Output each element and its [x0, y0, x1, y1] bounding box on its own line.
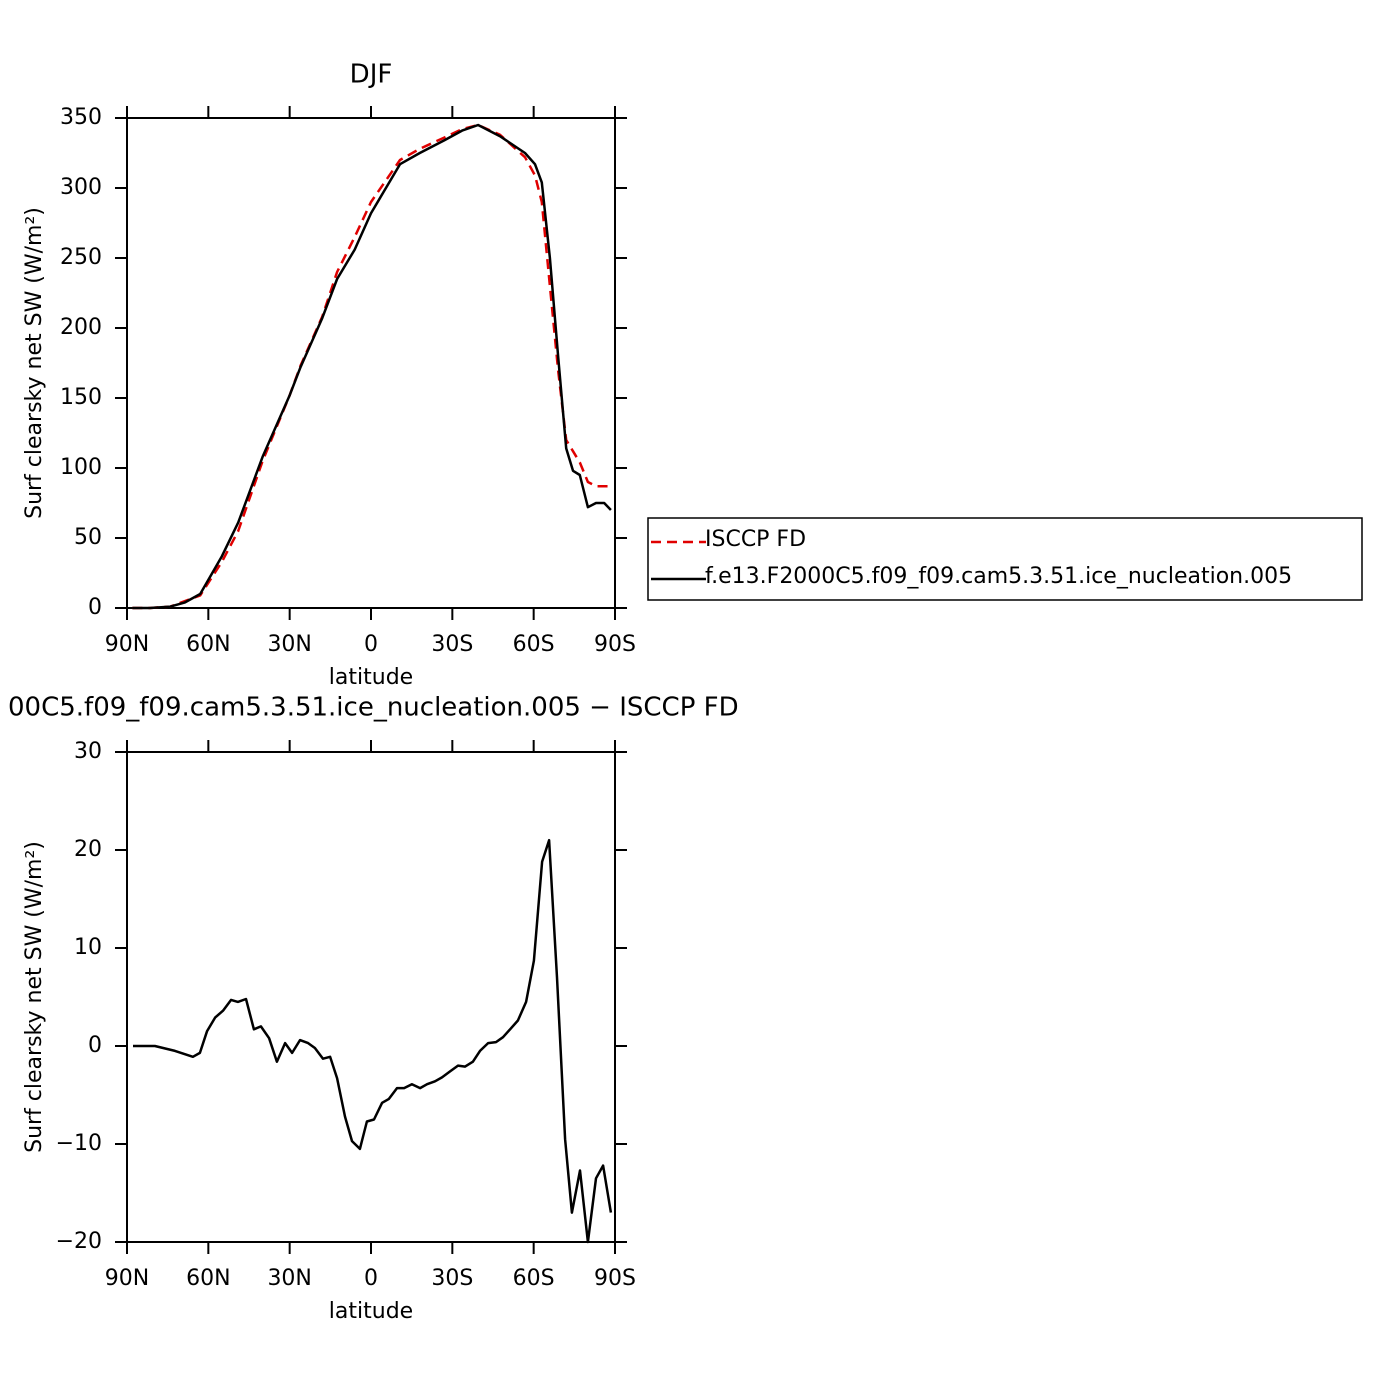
- legend-label: ISCCP FD: [705, 527, 806, 552]
- y-tick-label: 350: [60, 105, 102, 130]
- y-tick-label: 20: [74, 837, 102, 862]
- x-tick-label: 60S: [513, 1266, 555, 1291]
- x-tick-label: 30S: [431, 632, 473, 657]
- data-line: [132, 123, 611, 610]
- x-tick-label: 30N: [267, 632, 311, 657]
- y-tick-label: 10: [74, 935, 102, 960]
- legend-box: [647, 517, 1363, 601]
- y-tick-label: 250: [60, 245, 102, 270]
- x-tick-label: 90N: [105, 1266, 149, 1291]
- y-tick-label: −20: [56, 1229, 102, 1254]
- data-line: [133, 838, 613, 1244]
- x-tick-label: 30N: [267, 1266, 311, 1291]
- x-tick-label: 0: [364, 1266, 378, 1291]
- chart-title: 00C5.f09_f09.cam5.3.51.ice_nucleation.00…: [8, 693, 739, 723]
- x-tick-label: 60S: [513, 632, 555, 657]
- plot-frame: [126, 751, 616, 1243]
- x-axis-label: latitude: [329, 665, 413, 690]
- x-tick-label: 90N: [105, 632, 149, 657]
- y-axis-label: Surf clearsky net SW (W/m²): [22, 207, 47, 519]
- plot-frame: [126, 117, 616, 609]
- x-tick-label: 60N: [186, 1266, 230, 1291]
- data-line: [132, 123, 612, 610]
- legend-label: f.e13.F2000C5.f09_f09.cam5.3.51.ice_nucl…: [705, 564, 1292, 589]
- y-tick-label: 30: [74, 739, 102, 764]
- y-tick-label: −10: [56, 1131, 102, 1156]
- y-tick-label: 300: [60, 175, 102, 200]
- y-tick-label: 0: [88, 595, 102, 620]
- y-tick-label: 0: [88, 1033, 102, 1058]
- y-tick-label: 50: [74, 525, 102, 550]
- y-tick-label: 100: [60, 455, 102, 480]
- x-tick-label: 60N: [186, 632, 230, 657]
- x-tick-label: 30S: [431, 1266, 473, 1291]
- chart-title: DJF: [350, 60, 393, 90]
- y-tick-label: 200: [60, 315, 102, 340]
- x-tick-label: 90S: [594, 632, 636, 657]
- y-tick-label: 150: [60, 385, 102, 410]
- x-axis-label: latitude: [329, 1299, 413, 1324]
- x-tick-label: 0: [364, 632, 378, 657]
- y-axis-label: Surf clearsky net SW (W/m²): [22, 841, 47, 1153]
- x-tick-label: 90S: [594, 1266, 636, 1291]
